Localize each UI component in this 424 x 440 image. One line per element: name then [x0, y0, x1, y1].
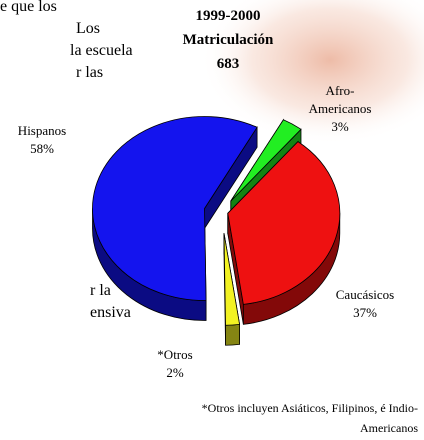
slice-label: Hispanos 58%: [18, 122, 66, 158]
slide-text: Los: [76, 20, 100, 37]
value-label: 2%: [166, 365, 184, 380]
category-label: *Otros: [157, 347, 193, 362]
slice: [223, 233, 241, 326]
chart-title: 1999-2000: [195, 8, 261, 24]
value-label: 37%: [353, 305, 377, 320]
slice-label: Afro-Americanos 3%: [309, 82, 372, 136]
slice-side: [225, 323, 240, 346]
background-glow: [200, 0, 424, 145]
value-label: 3%: [331, 119, 349, 134]
slice: [227, 141, 341, 305]
slide-text: r las: [76, 64, 104, 81]
slice-label: *Otros 2%: [157, 346, 192, 382]
footnote: *Otros incluyen Asiáticos, Filipinos, é …: [201, 401, 418, 435]
slide-text: ensiva: [90, 304, 131, 321]
slide-text: e que los: [0, 0, 57, 15]
slice: [92, 116, 258, 301]
slice-label: Caucásicos 37%: [336, 286, 394, 322]
category-label: Afro-Americanos: [308, 83, 372, 116]
chart-subtitle: Matriculación: [182, 32, 274, 48]
slide-text: la escuela: [70, 42, 133, 59]
category-label: Caucásicos: [335, 287, 395, 302]
chart-total: 683: [216, 56, 240, 72]
category-label: Hispanos: [17, 123, 67, 138]
value-label: 58%: [30, 141, 54, 156]
slice: [230, 119, 302, 202]
slide-text: r la: [90, 282, 111, 299]
